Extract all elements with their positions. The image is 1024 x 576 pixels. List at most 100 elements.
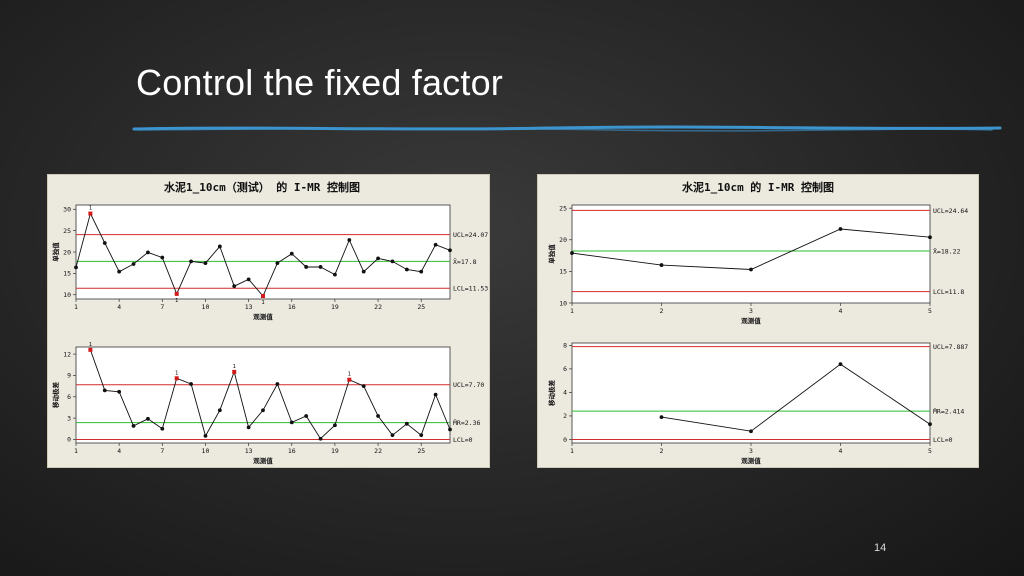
y-tick-label: 20 xyxy=(559,236,567,244)
data-point xyxy=(246,277,251,282)
data-point xyxy=(318,265,323,269)
data-point xyxy=(275,261,280,266)
right-chart-panel: 水泥1_10cm 的 I-MR 控制图 UCL=24.64 X̄=18.22 LCL=… xyxy=(537,174,979,468)
data-point xyxy=(419,433,424,438)
data-point xyxy=(203,433,208,438)
x-tick-label: 1 xyxy=(74,447,78,455)
series-line xyxy=(661,363,931,432)
x-tick-label: 10 xyxy=(202,303,210,311)
data-point xyxy=(361,269,366,274)
x-tick-label: 16 xyxy=(288,447,296,455)
flag-label: 1 xyxy=(175,298,178,304)
y-tick-label: 4 xyxy=(563,389,567,397)
slide-title: Control the fixed factor xyxy=(136,62,503,103)
series-line xyxy=(89,349,451,440)
flagged-point xyxy=(174,376,179,381)
flagged-point xyxy=(261,294,265,299)
data-point xyxy=(333,423,337,428)
chart-right-bottom: UCL=7.887 M̄R=2.414 LCL=0 1 2 3 4 5 0 2 4 6 8 观测值 移动极差 xyxy=(547,342,968,465)
ucl-label: UCL=24.64 xyxy=(933,207,968,215)
data-point xyxy=(333,272,337,277)
data-point xyxy=(189,382,193,386)
ucl-label: UCL=7.887 xyxy=(933,343,968,351)
x-tick-label: 22 xyxy=(374,303,382,311)
data-point xyxy=(659,415,664,420)
data-point xyxy=(928,235,932,240)
data-point xyxy=(928,422,932,427)
x-tick-label: 2 xyxy=(660,447,664,455)
y-tick-label: 6 xyxy=(563,365,567,373)
data-point xyxy=(404,421,409,426)
title-underline xyxy=(132,125,1002,132)
x-tick-label: 10 xyxy=(202,447,210,455)
left-imr-chart: 水泥1_10cm（测试） 的 I-MR 控制图 UCL=24.07 X̄=17.8 L… xyxy=(51,180,488,465)
plot-area xyxy=(571,342,931,444)
left-chart-panel: 水泥1_10cm（测试） 的 I-MR 控制图 UCL=24.07 X̄=17.8 L… xyxy=(47,174,490,468)
data-point xyxy=(361,384,366,389)
x-tick-label: 22 xyxy=(374,447,382,455)
flag-label: 1 xyxy=(175,370,178,376)
data-point xyxy=(304,414,309,418)
flag-label: 1 xyxy=(89,342,92,348)
data-point xyxy=(433,392,438,397)
data-point xyxy=(232,284,237,289)
plot-area xyxy=(75,204,451,300)
y-tick-label: 0 xyxy=(67,436,71,444)
flagged-point xyxy=(232,369,237,374)
y-axis-label: 移动极差 xyxy=(51,382,60,409)
chart-title: 水泥1_10cm（测试） 的 I-MR 控制图 xyxy=(164,180,360,194)
flagged-point xyxy=(347,377,352,382)
x-tick-label: 1 xyxy=(74,303,78,311)
flagged-point xyxy=(88,347,93,352)
chart-left-bottom: UCL=7.70 M̄R=2.36 LCL=0 1 4 7 10 13 16 19 22 25 0 3 6 9… xyxy=(51,342,484,465)
data-point xyxy=(146,250,150,255)
data-point xyxy=(433,242,438,247)
x-tick-label: 1 xyxy=(570,307,574,315)
y-tick-label: 15 xyxy=(559,268,567,276)
data-point xyxy=(261,408,265,413)
x-tick-label: 4 xyxy=(117,447,121,455)
x-tick-label: 7 xyxy=(160,447,164,455)
data-point xyxy=(304,265,309,269)
data-point xyxy=(131,262,136,266)
x-tick-label: 13 xyxy=(245,303,253,311)
data-point xyxy=(419,269,424,274)
y-tick-label: 0 xyxy=(563,436,567,444)
ucl-label: UCL=7.70 xyxy=(453,381,484,389)
x-tick-label: 16 xyxy=(288,303,296,311)
center-label: M̄R=2.414 xyxy=(933,406,964,415)
x-tick-label: 4 xyxy=(839,307,843,315)
data-point xyxy=(289,251,294,256)
plot-area xyxy=(571,204,931,304)
x-tick-label: 7 xyxy=(160,303,164,311)
plot-area xyxy=(75,346,451,444)
data-point xyxy=(102,241,107,245)
lcl-label: LCL=0 xyxy=(453,436,473,444)
chart-right-top: 水泥1_10cm 的 I-MR 控制图 UCL=24.64 X̄=18.22 LCL=… xyxy=(547,180,968,325)
data-point xyxy=(74,265,78,270)
flag-label: 1 xyxy=(348,372,351,378)
lcl-label: LCL=11.8 xyxy=(933,288,964,296)
data-point xyxy=(102,388,107,393)
y-axis-label: 单独值 xyxy=(51,242,60,262)
x-tick-label: 5 xyxy=(928,307,932,315)
flagged-point xyxy=(88,211,93,216)
data-point xyxy=(189,259,193,264)
x-tick-label: 4 xyxy=(839,447,843,455)
data-point xyxy=(131,424,136,428)
x-axis-label: 观测值 xyxy=(741,316,761,325)
y-tick-label: 10 xyxy=(63,291,71,299)
y-tick-label: 15 xyxy=(63,270,71,278)
data-point xyxy=(376,256,380,261)
data-point xyxy=(404,267,409,272)
data-point xyxy=(376,414,380,418)
data-point xyxy=(390,433,395,438)
lcl-label: LCL=0 xyxy=(933,436,953,444)
data-point xyxy=(448,248,452,253)
data-point xyxy=(146,416,150,421)
y-tick-label: 6 xyxy=(67,393,71,401)
x-tick-label: 3 xyxy=(749,447,753,455)
data-point xyxy=(838,227,843,231)
data-point xyxy=(347,238,352,242)
data-point xyxy=(246,425,251,430)
